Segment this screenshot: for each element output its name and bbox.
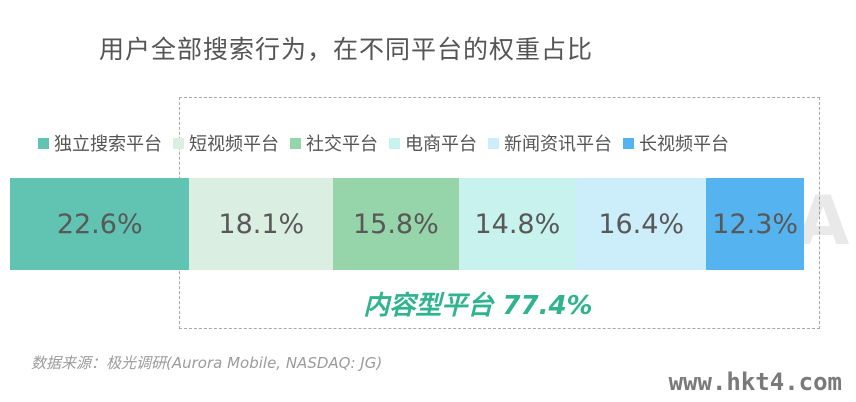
bar-segment: 12.3% <box>706 178 804 270</box>
legend-swatch <box>488 137 499 149</box>
legend-swatch <box>290 137 301 149</box>
data-label: 12.3% <box>712 208 799 240</box>
data-label: 16.4% <box>598 208 685 240</box>
legend-item: 社交平台 <box>290 130 378 156</box>
bar-segment: 14.8% <box>458 178 577 270</box>
legend-label: 长视频平台 <box>639 134 729 155</box>
data-label: 14.8% <box>474 208 561 240</box>
bar-segment: 18.1% <box>189 178 334 270</box>
legend-swatch <box>173 137 184 149</box>
data-label: 15.8% <box>352 208 439 240</box>
legend-swatch <box>38 137 49 149</box>
bar-segment: 16.4% <box>576 178 707 270</box>
data-label: 22.6% <box>56 208 143 240</box>
site-watermark: www.hkt4.com <box>668 368 842 396</box>
legend-label: 电商平台 <box>405 134 477 155</box>
data-source-note: 数据来源：极光调研(Aurora Mobile, NASDAQ: JG) <box>31 354 383 372</box>
legend-label: 短视频平台 <box>189 134 279 155</box>
legend-label: 社交平台 <box>306 134 378 155</box>
legend: 独立搜索平台 短视频平台 社交平台 电商平台 新闻资讯平台 长视频平台 <box>38 128 740 158</box>
legend-item: 长视频平台 <box>623 130 729 156</box>
bar-segment: 15.8% <box>333 178 459 270</box>
legend-swatch <box>389 137 400 149</box>
legend-item: 电商平台 <box>389 130 477 156</box>
chart-title: 用户全部搜索行为，在不同平台的权重占比 <box>99 35 594 64</box>
legend-label: 独立搜索平台 <box>54 134 162 155</box>
content-platform-callout: 内容型平台 77.4% <box>363 291 593 321</box>
legend-item: 新闻资讯平台 <box>488 130 612 156</box>
stacked-bar: 22.6% 18.1% 15.8% 14.8% 16.4% 12.3% <box>10 178 804 270</box>
legend-item: 短视频平台 <box>173 130 279 156</box>
legend-item: 独立搜索平台 <box>38 130 162 156</box>
data-label: 18.1% <box>218 208 305 240</box>
legend-swatch <box>623 137 634 149</box>
legend-label: 新闻资讯平台 <box>504 134 612 155</box>
bar-segment: 22.6% <box>10 178 190 270</box>
